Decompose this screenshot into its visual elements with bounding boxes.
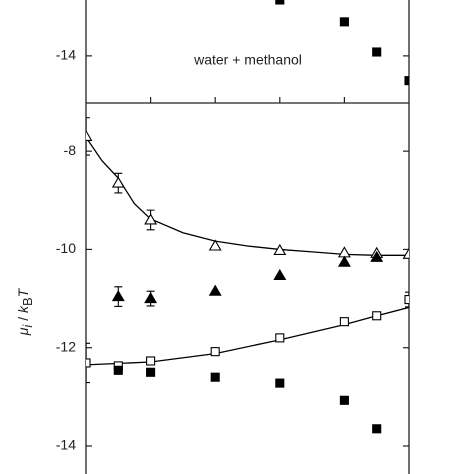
marker xyxy=(275,378,285,388)
marker xyxy=(144,291,158,304)
marker xyxy=(208,239,222,251)
y-label-part: μ xyxy=(15,327,31,336)
marker xyxy=(208,284,222,296)
marker xyxy=(275,0,285,5)
y-label-part: i xyxy=(20,324,35,328)
marker xyxy=(113,365,123,375)
marker xyxy=(86,358,91,368)
y-label-part: T xyxy=(15,287,31,297)
y-tick-label: -8 xyxy=(64,142,77,158)
marker xyxy=(111,176,125,188)
marker xyxy=(146,367,156,377)
error-bar xyxy=(86,117,90,156)
marker xyxy=(372,47,382,57)
fit-curve xyxy=(86,306,409,366)
marker xyxy=(144,213,158,225)
error-bar xyxy=(86,342,90,384)
y-tick-label: -10 xyxy=(56,240,76,256)
marker xyxy=(339,17,349,27)
marker xyxy=(339,317,349,327)
y-tick-label: -14 xyxy=(56,47,76,63)
annotation: water + methanol xyxy=(193,52,302,68)
marker xyxy=(372,424,382,434)
y-tick-label: -14 xyxy=(56,437,76,453)
marker xyxy=(273,268,287,281)
marker xyxy=(210,372,220,382)
marker xyxy=(404,76,409,86)
marker xyxy=(404,295,409,305)
marker xyxy=(370,250,384,262)
y-tick-label: -12 xyxy=(56,338,76,354)
error-bar xyxy=(405,291,409,308)
marker xyxy=(402,247,409,259)
marker xyxy=(339,395,349,405)
marker xyxy=(111,290,125,302)
marker xyxy=(337,255,351,267)
plot-area xyxy=(86,117,409,434)
plot-area xyxy=(275,0,409,86)
y-axis-label: μi / kBT xyxy=(15,287,36,336)
marker xyxy=(86,129,93,141)
marker xyxy=(275,333,285,343)
marker xyxy=(372,311,382,321)
marker xyxy=(273,243,287,255)
marker xyxy=(146,356,156,366)
fit-curve xyxy=(86,137,409,256)
y-label-part: k xyxy=(15,305,31,313)
y-label-part: B xyxy=(20,297,35,306)
y-label-part: / xyxy=(15,313,31,325)
marker xyxy=(337,246,351,258)
marker xyxy=(210,347,220,357)
